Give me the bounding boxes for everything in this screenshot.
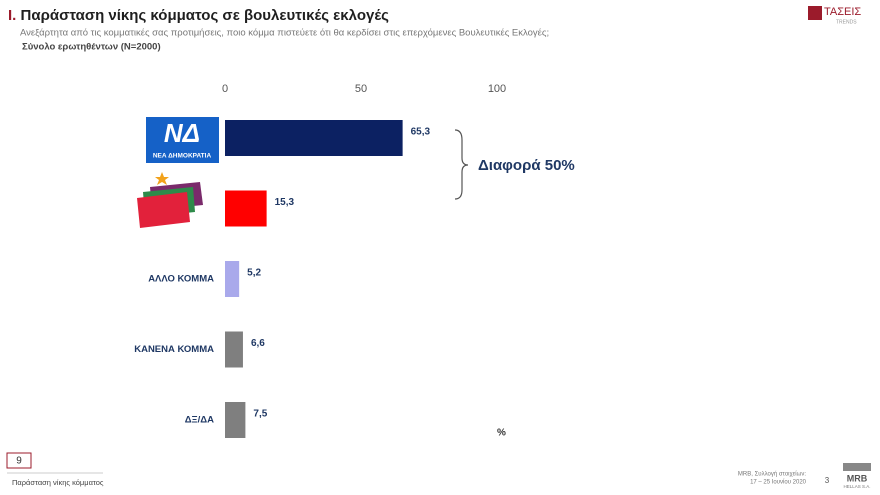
title-number: Ι. — [8, 7, 16, 24]
footer-source: MRB, Συλλογή στοιχείων: — [738, 471, 806, 478]
value-label: 6,6 — [251, 338, 265, 349]
slide-box-number: 9 — [16, 456, 22, 467]
nd-logo-bg — [146, 117, 219, 163]
footer-dates: 17 – 25 Ιουνίου 2020 — [750, 480, 807, 486]
subtitle: Ανεξάρτητα από τις κομματικές σας προτιμ… — [20, 28, 549, 39]
annotation: Διαφορά 50% — [478, 157, 575, 174]
company-sub: HELLAS S.A. — [843, 484, 870, 489]
category-label: ΔΞ/ΔΑ — [185, 415, 214, 426]
nd-logo-mark: ΝΔ — [164, 118, 200, 148]
sample-note: Σύνολο ερωτηθέντων (N=2000) — [22, 42, 161, 53]
brand-icon — [808, 6, 822, 20]
nd-logo-name: ΝΕΑ ΔΗΜΟΚΡΑΤΙΑ — [153, 153, 212, 160]
x-tick-label: 100 — [488, 83, 506, 95]
value-label: 7,5 — [253, 409, 267, 420]
nd-logo: ΝΔ ΝΕΑ ΔΗΜΟΚΡΑΤΙΑ — [146, 117, 219, 163]
footer-section: Παράσταση νίκης κόμματος — [12, 478, 104, 487]
bar — [225, 261, 240, 297]
bar — [225, 331, 243, 368]
brand-logo: ΤΑΣΕΙΣ TRENDS — [808, 6, 861, 25]
company-logo — [843, 463, 871, 471]
bar — [225, 402, 246, 438]
company-name: MRB — [847, 473, 868, 483]
slide-box — [6, 452, 32, 469]
flag — [137, 192, 190, 228]
brace — [454, 129, 469, 200]
x-tick-label: 50 — [355, 83, 367, 95]
value-label: 5,2 — [247, 268, 261, 279]
syriza-logo — [137, 172, 203, 228]
category-label: ΚΑΝΕΝΑ ΚΟΜΜΑ — [134, 344, 214, 355]
slide-title: Ι. Παράσταση νίκης κόμματος σε βουλευτικ… — [8, 7, 389, 24]
page-number: 3 — [825, 476, 830, 485]
value-label: 15,3 — [275, 197, 295, 208]
bar — [225, 120, 403, 156]
title-text: Παράσταση νίκης κόμματος σε βουλευτικές … — [21, 7, 390, 24]
x-tick-label: 0 — [222, 83, 228, 95]
bar — [225, 190, 267, 227]
brand-name: ΤΑΣΕΙΣ — [824, 6, 861, 18]
unit-label: % — [497, 428, 506, 439]
category-label: ΑΛΛΟ ΚΟΜΜΑ — [148, 274, 214, 285]
value-label: 65,3 — [411, 127, 431, 138]
star — [155, 172, 169, 185]
brand-sub: TRENDS — [836, 19, 857, 25]
